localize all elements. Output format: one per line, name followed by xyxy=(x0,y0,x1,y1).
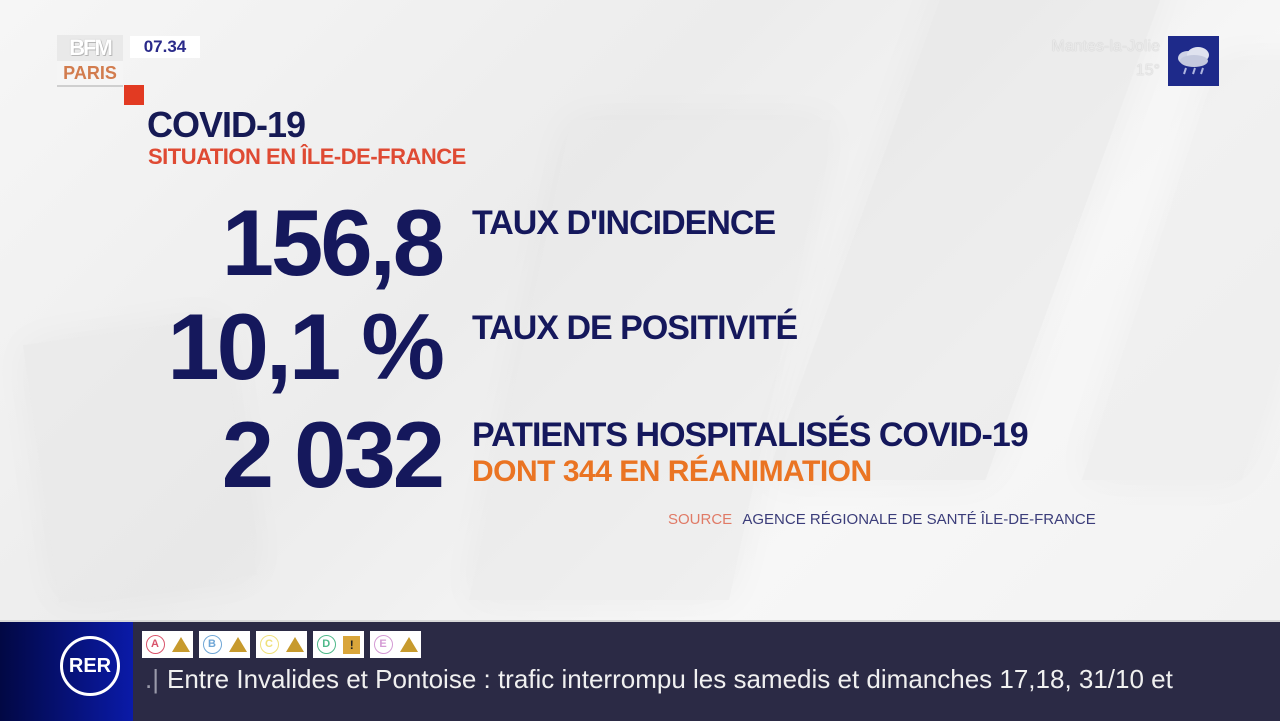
line-a-icon: A xyxy=(145,635,165,654)
rer-block: RER xyxy=(0,622,133,721)
incidence-value: 156,8 xyxy=(221,190,445,295)
positivity-value: 10,1 % xyxy=(167,294,445,399)
watermark-shape xyxy=(468,120,832,600)
warning-icon xyxy=(399,637,418,652)
incidence-label: TAUX D'INCIDENCE xyxy=(472,204,776,242)
rer-line-statuses: A B C D ! E xyxy=(142,631,421,658)
icu-sublabel: DONT 344 EN RÉANIMATION xyxy=(472,455,872,488)
warning-icon xyxy=(171,637,190,652)
line-d-icon: D xyxy=(316,635,336,654)
graphic-subtitle: SITUATION EN ÎLE-DE-FRANCE xyxy=(148,144,466,169)
graphic-title: COVID-19 xyxy=(147,104,306,145)
source-text: AGENCE RÉGIONALE DE SANTÉ ÎLE-DE-FRANCE xyxy=(742,511,1096,528)
source-line: SOURCE AGENCE RÉGIONALE DE SANTÉ ÎLE-DE-… xyxy=(668,511,1096,528)
positivity-label: TAUX DE POSITIVITÉ xyxy=(472,309,798,347)
weather-temperature: 15° xyxy=(1135,62,1160,79)
rain-cloud-icon xyxy=(1168,36,1219,86)
warning-icon xyxy=(285,637,304,652)
alert-icon: ! xyxy=(343,635,361,654)
line-badge-b: B xyxy=(199,631,250,658)
ticker-separator: .| xyxy=(145,664,159,694)
ticker-message-line: .| Entre Invalides et Pontoise : trafic i… xyxy=(145,664,1173,695)
clock: 07.34 xyxy=(130,36,200,58)
traffic-ticker: RER A B C D ! E .| Entre Invalides et Pon… xyxy=(0,620,1280,721)
line-e-icon: E xyxy=(373,635,393,654)
line-badge-a: A xyxy=(142,631,193,658)
line-badge-e: E xyxy=(370,631,421,658)
logo-bfm: BFM xyxy=(57,35,123,61)
rer-logo: RER xyxy=(60,636,120,696)
hospitalized-label: PATIENTS HOSPITALISÉS COVID-19 xyxy=(472,416,1029,454)
ticker-message: Entre Invalides et Pontoise : trafic int… xyxy=(166,664,1173,694)
logo-paris: PARIS xyxy=(57,61,123,87)
line-c-icon: C xyxy=(259,635,279,654)
graphic-background: BFM PARIS 07.34 Mantes-la-Jolie 15° COVI… xyxy=(0,0,1280,620)
weather-city: Mantes-la-Jolie xyxy=(1051,38,1160,55)
channel-logo: BFM PARIS xyxy=(57,35,123,87)
line-badge-d: D ! xyxy=(313,631,364,658)
accent-square xyxy=(124,85,144,105)
source-label: SOURCE xyxy=(668,511,733,528)
line-badge-c: C xyxy=(256,631,307,658)
line-b-icon: B xyxy=(202,635,222,654)
hospitalized-value: 2 032 xyxy=(221,402,445,507)
warning-icon xyxy=(228,637,247,652)
